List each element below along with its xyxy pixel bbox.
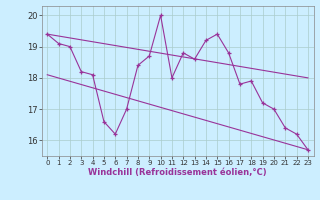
X-axis label: Windchill (Refroidissement éolien,°C): Windchill (Refroidissement éolien,°C) — [88, 168, 267, 177]
